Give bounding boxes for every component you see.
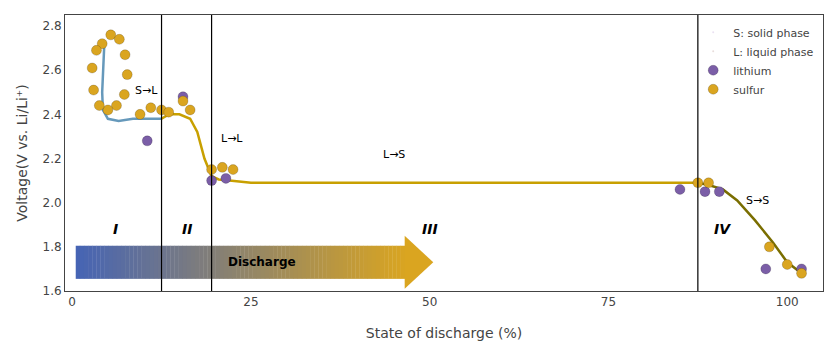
svg-text:III: III — [422, 221, 438, 237]
svg-text:2.6: 2.6 — [43, 63, 62, 77]
svg-text:S→L: S→L — [135, 84, 158, 97]
svg-text:25: 25 — [243, 295, 258, 309]
svg-text:100: 100 — [776, 295, 799, 309]
svg-text:Voltage(V vs. Li/Li⁺): Voltage(V vs. Li/Li⁺) — [14, 84, 30, 221]
svg-text:50: 50 — [422, 295, 437, 309]
svg-text:75: 75 — [601, 295, 616, 309]
svg-text:1.6: 1.6 — [43, 284, 62, 298]
svg-text:II: II — [182, 221, 192, 237]
svg-text:State of discharge (%): State of discharge (%) — [366, 325, 522, 341]
svg-text:Discharge: Discharge — [228, 255, 296, 269]
svg-text:0: 0 — [68, 295, 76, 309]
svg-text:lithium: lithium — [733, 65, 771, 78]
svg-text:I: I — [113, 221, 118, 237]
svg-text:1.8: 1.8 — [43, 240, 62, 254]
svg-text:L→L: L→L — [221, 132, 243, 145]
svg-text:sulfur: sulfur — [733, 84, 765, 97]
svg-text:S→S: S→S — [746, 194, 769, 207]
svg-text:S: solid phase: S: solid phase — [733, 27, 810, 40]
svg-text:IV: IV — [714, 221, 731, 237]
svg-text:L: liquid phase: L: liquid phase — [733, 46, 813, 59]
svg-text:L→S: L→S — [383, 148, 405, 161]
svg-text:2.0: 2.0 — [43, 196, 62, 210]
svg-text:2.2: 2.2 — [43, 152, 62, 166]
svg-text:2.8: 2.8 — [43, 19, 62, 33]
svg-text:2.4: 2.4 — [43, 108, 62, 122]
